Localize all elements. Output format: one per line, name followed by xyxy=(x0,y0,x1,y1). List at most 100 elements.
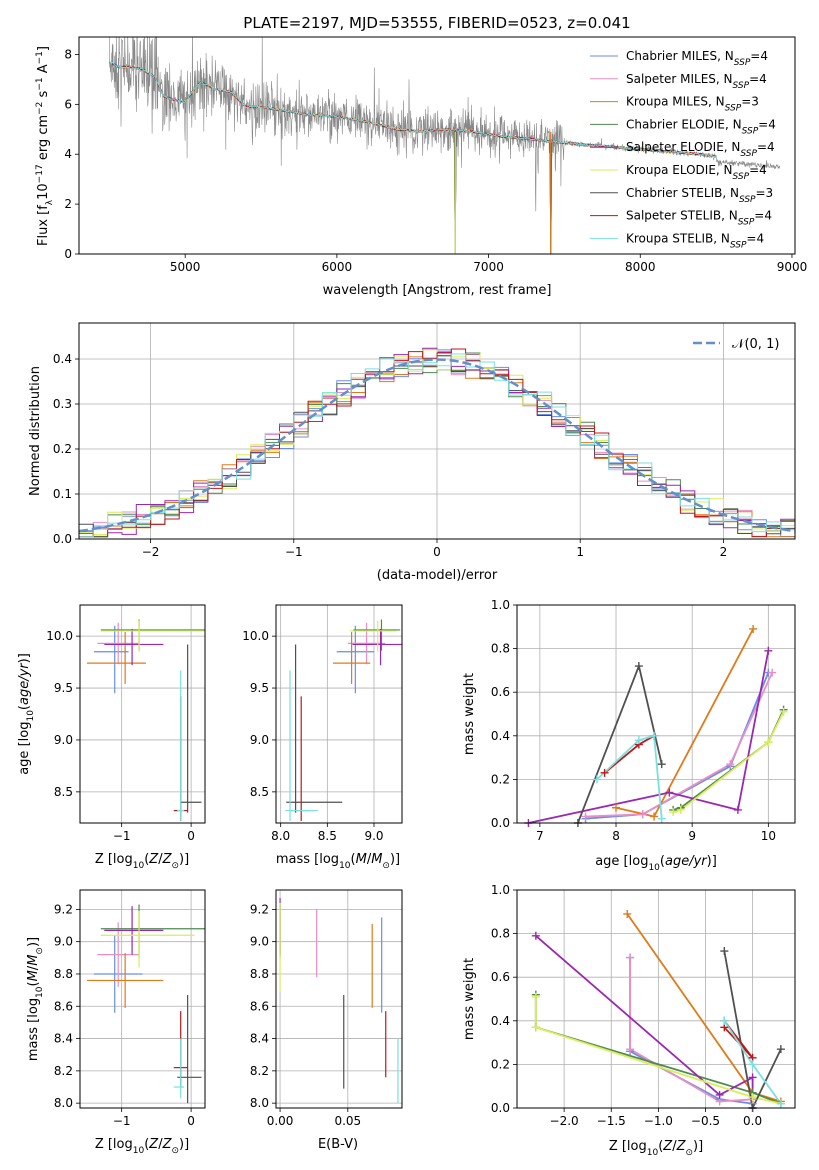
weight-line-kroupa-stelib xyxy=(596,734,663,819)
x-tick-label: 8000 xyxy=(625,260,656,274)
plot-area-z-age xyxy=(86,619,205,821)
x-tick-label: 7 xyxy=(536,829,544,843)
chart-z-weight: −2.0 −1.5 −1.0 −0.5 0.0 0.0 0.2 0.4 0.6 0.8 1.0 Z [… xyxy=(462,883,796,1158)
x-tick-label: 0.0 xyxy=(743,1114,762,1128)
x-tick-label: 10 xyxy=(761,829,776,843)
y-axis-label: age [log10(age/yr)] xyxy=(17,653,36,775)
x-tick-label: −1 xyxy=(113,829,131,843)
y-tick-label: 8.8 xyxy=(54,967,73,981)
x-tick-label: −2.0 xyxy=(550,1114,579,1128)
y-axis-label: Normed distribution xyxy=(28,366,43,496)
legend-label-salpeter-miles: Salpeter MILES, NSSP=4 xyxy=(626,72,767,91)
weight-marker-chabrier-stelib xyxy=(720,947,729,956)
x-tick-label: 6000 xyxy=(322,260,353,274)
y-tick-label: 0.2 xyxy=(53,442,72,456)
weight-marker-salpeter-elodie xyxy=(733,805,742,814)
y-tick-label: 0.2 xyxy=(491,772,510,786)
weight-marker-kroupa-elodie xyxy=(779,707,788,716)
y-tick-label: 9.2 xyxy=(250,902,269,916)
y-tick-label: 8 xyxy=(64,47,72,61)
legend-label-chabrier-stelib: Chabrier STELIB, NSSP=3 xyxy=(626,186,773,205)
histogram-legend: 𝒩(0, 1) xyxy=(693,337,779,352)
y-tick-label: 8.2 xyxy=(54,1064,73,1078)
chart-title: PLATE=2197, MJD=53555, FIBERID=0523, z=0… xyxy=(243,14,630,32)
x-tick-label: 0.00 xyxy=(267,1114,294,1128)
y-tick-label: 8.2 xyxy=(250,1064,269,1078)
legend-label-kroupa-miles: Kroupa MILES, NSSP=3 xyxy=(626,95,759,114)
weight-marker-kroupa-miles xyxy=(612,803,621,812)
spectrum-legend: Chabrier MILES, NSSP=4 Salpeter MILES, NS… xyxy=(590,49,776,250)
x-tick-label: 0 xyxy=(187,829,195,843)
axes-frame xyxy=(516,604,796,824)
x-tick-label: −1 xyxy=(113,1114,131,1128)
chart-age-weight: 7 8 9 10 0.0 0.2 0.4 0.6 0.8 1.0 age [log10(age/yr… xyxy=(462,598,796,873)
x-tick-label: 9000 xyxy=(777,260,808,274)
legend-label-chabrier-elodie: Chabrier ELODIE, NSSP=4 xyxy=(626,117,776,136)
y-tick-label: 8.6 xyxy=(54,999,73,1013)
model-line-kroupa-stelib xyxy=(108,61,716,158)
y-tick-label: 8.6 xyxy=(250,999,269,1013)
weight-marker-chabrier-stelib xyxy=(657,760,666,769)
weight-marker-salpeter-miles xyxy=(581,812,590,821)
y-tick-label: 1.0 xyxy=(491,883,510,897)
x-axis-label: Z [log10(Z/Z⊙)] xyxy=(95,852,189,871)
x-axis-label: mass [log10(M/M⊙)] xyxy=(276,852,400,871)
plot-area-spectrum xyxy=(108,37,781,254)
x-tick-label: 1 xyxy=(576,545,584,559)
x-axis-label: E(B-V) xyxy=(318,1137,358,1152)
weight-marker-kroupa-stelib xyxy=(592,775,601,784)
y-tick-label: 8.5 xyxy=(54,785,73,799)
weight-line-salpeter-miles xyxy=(585,672,774,818)
weight-marker-kroupa-miles xyxy=(650,812,659,821)
y-tick-label: 0 xyxy=(64,247,72,261)
x-tick-label: 9.0 xyxy=(364,829,383,843)
weight-marker-kroupa-elodie xyxy=(676,805,685,814)
weight-line-salpeter-stelib xyxy=(604,735,655,774)
y-tick-label: 10.0 xyxy=(242,629,269,643)
chart-ebv-mass: 0.00 0.05 8.0 8.2 8.4 8.6 8.8 9.0 9.2 E(B-V) xyxy=(250,889,403,1152)
weight-marker-salpeter-miles xyxy=(626,1045,635,1054)
x-axis-label: Z [log10(Z/Z⊙)] xyxy=(609,1139,703,1158)
legend-label-kroupa-stelib: Kroupa STELIB, NSSP=4 xyxy=(626,231,764,250)
weight-line-salpeter-miles xyxy=(629,957,753,1103)
y-tick-label: 0.6 xyxy=(491,970,510,984)
y-tick-label: 9.0 xyxy=(54,733,73,747)
x-axis-label: (data-model)/error xyxy=(377,568,498,583)
weight-marker-salpeter-elodie xyxy=(715,1090,724,1099)
y-tick-label: 10.0 xyxy=(46,629,73,643)
weight-marker-chabrier-stelib xyxy=(634,662,643,671)
plot-area-residuals xyxy=(79,347,795,539)
y-axis-label: mass weight xyxy=(462,958,477,1040)
y-tick-label: 9.0 xyxy=(250,935,269,949)
plot-area-ebv-mass xyxy=(279,898,399,1104)
x-tick-label: 5000 xyxy=(170,260,201,274)
weight-marker-kroupa-stelib xyxy=(634,736,643,745)
y-tick-label: 0.1 xyxy=(53,487,72,501)
y-axis-label: Flux [fλ10−17 erg cm−2 s−1 A−1] xyxy=(35,46,55,246)
weight-marker-salpeter-elodie xyxy=(531,931,540,940)
weight-line-chabrier-stelib xyxy=(723,950,782,1108)
y-tick-label: 8.0 xyxy=(54,1096,73,1110)
weight-line-kroupa-elodie xyxy=(534,996,782,1105)
weight-marker-salpeter-stelib xyxy=(600,768,609,777)
weight-marker-salpeter-elodie xyxy=(665,788,674,797)
axes-frame xyxy=(79,604,206,824)
weight-marker-kroupa-stelib xyxy=(776,1099,785,1108)
y-tick-label: 8.8 xyxy=(250,967,269,981)
weight-marker-kroupa-elodie xyxy=(669,808,678,817)
x-tick-label: 0 xyxy=(433,545,441,559)
y-tick-label: 9.0 xyxy=(54,935,73,949)
plot-area-age-weight xyxy=(528,628,785,823)
y-tick-label: 9.5 xyxy=(54,681,73,695)
axes-frame xyxy=(78,322,796,540)
y-tick-label: 9.5 xyxy=(250,681,269,695)
plot-area-z-mass xyxy=(86,904,205,1104)
x-axis-label: Z [log10(Z/Z⊙)] xyxy=(95,1137,189,1156)
x-tick-label: 8.5 xyxy=(318,829,337,843)
y-tick-label: 9.2 xyxy=(54,902,73,916)
weight-marker-kroupa-elodie xyxy=(531,992,540,1001)
x-tick-label: 0 xyxy=(187,1114,195,1128)
weight-marker-salpeter-miles xyxy=(726,760,735,769)
legend-label-salpeter-elodie: Salpeter ELODIE, NSSP=4 xyxy=(626,140,775,159)
